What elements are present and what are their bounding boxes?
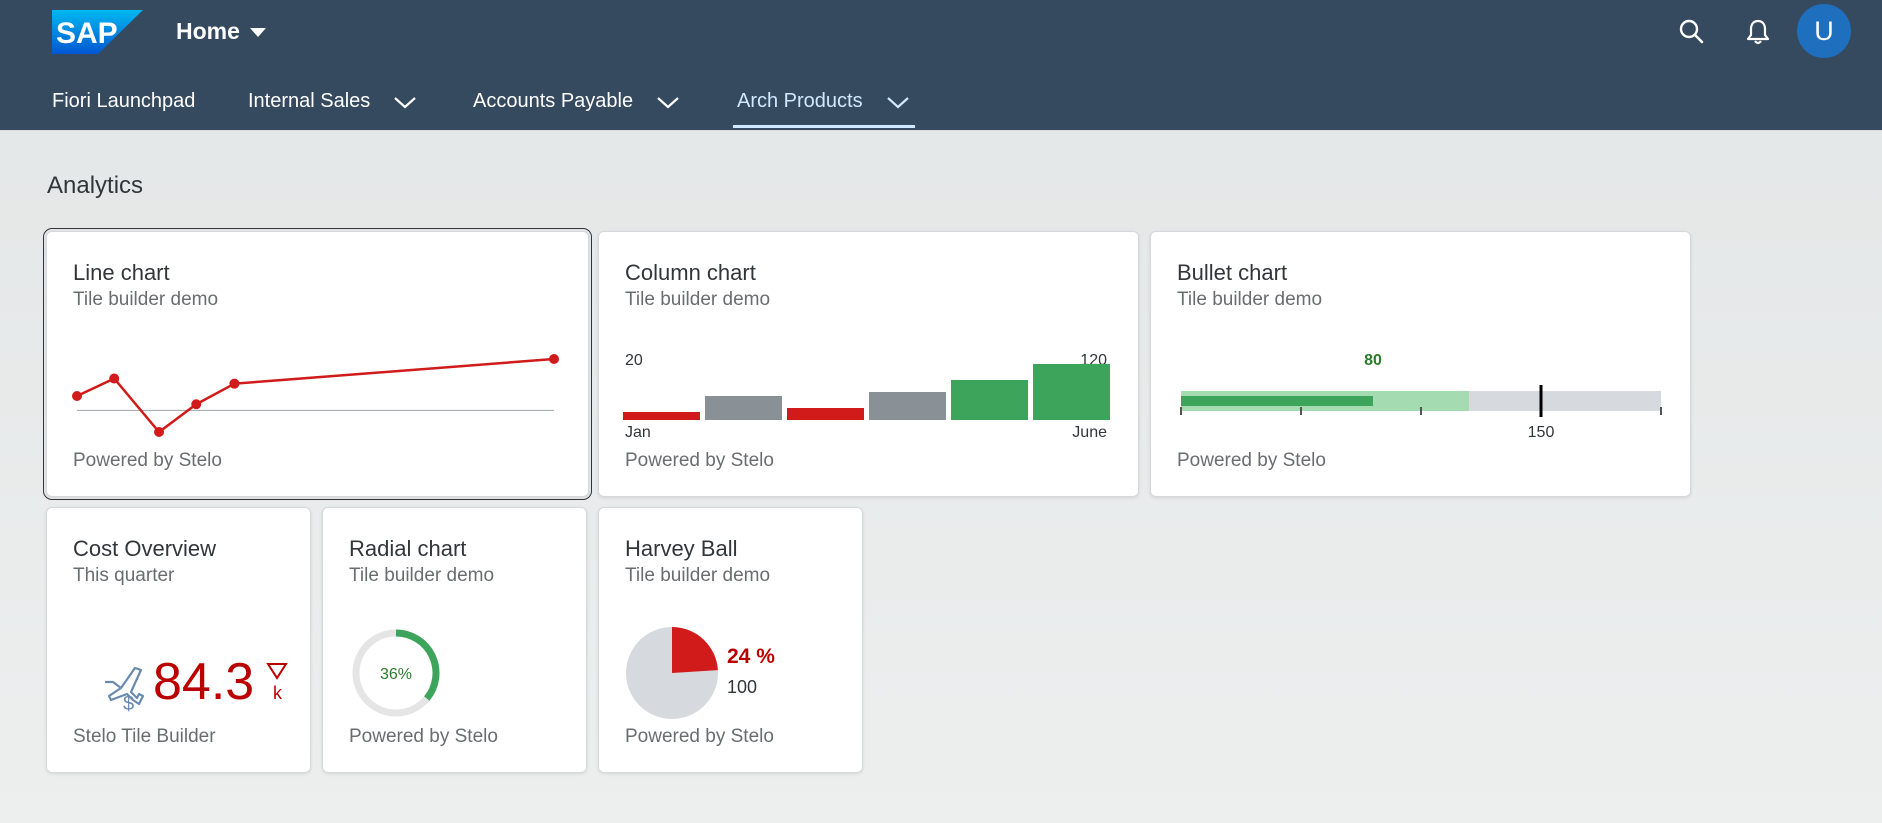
kpi-value: 84.3 (153, 653, 255, 711)
tile-title: Line chart (73, 260, 170, 285)
column-bar (951, 380, 1028, 420)
tile-title: Column chart (625, 260, 756, 285)
sap-logo[interactable]: SAP (52, 10, 143, 54)
harvey-ball-chart: 24 % 100 (626, 627, 775, 719)
search-icon[interactable] (1676, 16, 1708, 48)
tile-title: Cost Overview (73, 536, 217, 561)
line-point (109, 373, 120, 384)
chevron-down-icon[interactable] (392, 94, 418, 110)
svg-text:$: $ (123, 693, 134, 712)
tile-footer: Stelo Tile Builder (73, 726, 216, 747)
home-label: Home (176, 17, 240, 44)
tab-internal-sales[interactable]: Internal Sales (244, 72, 422, 131)
home-menu[interactable]: Home (176, 18, 266, 44)
line-series (76, 357, 555, 434)
line-point (549, 354, 559, 364)
tab-label: Fiori Launchpad (52, 90, 196, 112)
tile-subtitle: This quarter (73, 565, 175, 586)
column-bar (869, 392, 946, 420)
tab-fiori-launchpad[interactable]: Fiori Launchpad (48, 72, 199, 131)
section-title: Analytics (47, 172, 144, 199)
tile-footer: Powered by Stelo (1177, 450, 1326, 471)
harvey-ball-slice (672, 627, 718, 673)
radial-percent-label: 36% (380, 666, 412, 683)
bullet-chart: 80 150 (1180, 352, 1662, 441)
column-bar (1033, 364, 1110, 420)
line-point (229, 378, 240, 389)
column-bar (623, 412, 700, 420)
chevron-down-icon[interactable] (885, 94, 911, 110)
tile-title: Harvey Ball (625, 536, 738, 561)
tile-footer: Powered by Stelo (625, 726, 774, 747)
radial-chart: 36% (352, 629, 440, 717)
travel-expense-icon: $ (105, 666, 145, 712)
tile-subtitle: Tile builder demo (73, 289, 219, 310)
line-point (191, 399, 202, 410)
column-bar (705, 396, 782, 420)
chevron-down-icon[interactable] (655, 94, 681, 110)
tab-label: Accounts Payable (473, 90, 634, 112)
harvey-total-label: 100 (727, 677, 757, 697)
tile-radial-chart[interactable]: Radial chart Tile builder demo 36% Power… (322, 507, 587, 773)
logo-text: SAP (56, 17, 118, 50)
harvey-percent-label: 24 % (727, 645, 775, 668)
tile-subtitle: Tile builder demo (625, 565, 771, 586)
tile-subtitle: Tile builder demo (1177, 289, 1323, 310)
tab-label: Internal Sales (248, 90, 371, 112)
tab-arch-products[interactable]: Arch Products (733, 72, 915, 131)
tile-line-chart[interactable]: Line chart Tile builder demo Powered by … (43, 228, 592, 500)
column-left-top-label: 20 (625, 352, 643, 369)
tab-accounts-payable[interactable]: Accounts Payable (469, 72, 685, 131)
shell-header: SAP Home U Fiori Launchpad Internal Sale… (0, 0, 1882, 131)
tab-label: Arch Products (737, 90, 863, 112)
bullet-target-label: 150 (1528, 424, 1555, 441)
user-avatar[interactable]: U (1797, 4, 1851, 58)
tile-footer: Powered by Stelo (625, 450, 774, 471)
bullet-actual-bar (1181, 396, 1373, 406)
tile-column-chart[interactable]: Column chart Tile builder demo 20 120 Ja… (598, 231, 1139, 497)
tile-title: Bullet chart (1177, 260, 1288, 285)
radial-value-arc (395, 629, 440, 701)
column-chart: 20 120 Jan June (623, 352, 1110, 441)
column-left-bottom-label: Jan (625, 424, 651, 441)
column-right-bottom-label: June (1072, 424, 1107, 441)
tile-footer: Powered by Stelo (73, 450, 222, 471)
tile-subtitle: Tile builder demo (349, 565, 495, 586)
tile-cost-overview[interactable]: Cost Overview This quarter $ 84.3 k Stel… (46, 507, 311, 773)
caret-down-icon (249, 28, 266, 37)
tile-subtitle: Tile builder demo (625, 289, 771, 310)
tile-footer: Powered by Stelo (349, 726, 498, 747)
bullet-value-label: 80 (1364, 352, 1382, 369)
tile-title: Radial chart (349, 536, 467, 561)
column-bar (787, 408, 864, 420)
kpi-scale: k (273, 683, 282, 703)
line-point (154, 427, 165, 437)
trend-down-icon (266, 663, 288, 680)
line-chart (72, 354, 559, 437)
tile-harvey-ball[interactable]: Harvey Ball Tile builder demo 24 % 100 P… (598, 507, 863, 773)
line-point (72, 391, 82, 402)
notifications-icon[interactable] (1742, 16, 1774, 48)
tile-bullet-chart[interactable]: Bullet chart Tile builder demo 80 150 Po… (1150, 231, 1691, 497)
space-tabs: Fiori Launchpad Internal Sales Accounts … (0, 72, 1882, 131)
